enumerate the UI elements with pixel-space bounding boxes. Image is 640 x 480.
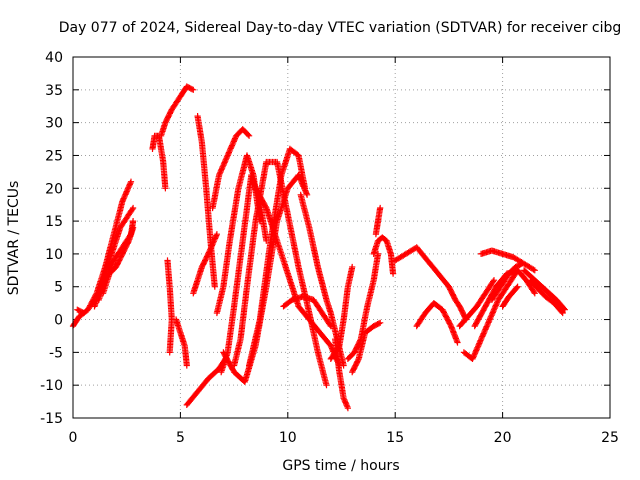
y-tick-label: 20 bbox=[45, 181, 63, 197]
series-arc-08 bbox=[173, 316, 190, 369]
data-marker-trace bbox=[74, 306, 87, 317]
series-arc-04 bbox=[100, 224, 137, 297]
series-arc-34 bbox=[499, 283, 521, 310]
data-marker-trace bbox=[246, 145, 309, 369]
data-marker-trace bbox=[280, 293, 334, 330]
chart-title: Day 077 of 2024, Sidereal Day-to-day VTE… bbox=[59, 20, 622, 36]
data-marker-trace bbox=[164, 257, 175, 356]
y-tick-label: 10 bbox=[45, 247, 63, 263]
y-tick-label: 25 bbox=[45, 148, 63, 164]
series-arc-05 bbox=[149, 132, 169, 192]
y-tick-label: -5 bbox=[49, 345, 63, 361]
data-marker-trace bbox=[499, 283, 521, 310]
x-tick-label: 20 bbox=[494, 430, 512, 446]
data-marker-trace bbox=[527, 277, 566, 317]
data-marker-trace bbox=[521, 267, 568, 313]
data-marker-trace bbox=[456, 277, 498, 330]
data-marker-trace bbox=[213, 152, 263, 317]
series-arc-20 bbox=[280, 293, 334, 330]
data-marker-trace bbox=[349, 319, 384, 376]
series-arc-28 bbox=[413, 300, 461, 346]
data-marker-trace bbox=[100, 224, 137, 297]
data-marker-trace bbox=[332, 336, 351, 412]
y-axis-label: SDTVAR / TECUs bbox=[6, 181, 22, 296]
data-marker-trace bbox=[372, 204, 384, 238]
series-arc-22 bbox=[332, 336, 351, 412]
series-arc-06 bbox=[158, 83, 197, 139]
series-arc-33 bbox=[488, 260, 525, 303]
y-tick-label: 5 bbox=[54, 280, 63, 296]
y-tick-label: 0 bbox=[54, 313, 63, 329]
data-marker-trace bbox=[252, 185, 343, 369]
y-tick-label: 15 bbox=[45, 214, 63, 230]
series-arc-37 bbox=[74, 306, 87, 317]
series-arc-12 bbox=[209, 126, 253, 212]
data-points bbox=[69, 83, 568, 412]
series-arc-30 bbox=[460, 270, 519, 362]
x-tick-label: 15 bbox=[386, 430, 404, 446]
series-arc-10 bbox=[190, 231, 220, 297]
data-marker-trace bbox=[209, 126, 253, 212]
series-arc-36 bbox=[527, 277, 566, 317]
axis-ticks: 0 5 10 15 20 25 -15 -10 -5 0 5 10 15 20 25 30 35 40 bbox=[40, 50, 619, 446]
y-tick-label: 35 bbox=[45, 83, 63, 99]
data-marker-trace bbox=[460, 270, 519, 362]
series-arc-15 bbox=[213, 152, 263, 317]
series-arc-27 bbox=[392, 244, 470, 323]
series-arc-17 bbox=[246, 145, 309, 369]
x-axis-label: GPS time / hours bbox=[282, 458, 399, 474]
series-arc-07 bbox=[164, 257, 175, 356]
series-arc-35 bbox=[521, 267, 568, 313]
plot-frame bbox=[72, 56, 611, 419]
y-tick-label: -10 bbox=[40, 378, 63, 394]
x-tick-label: 10 bbox=[279, 430, 297, 446]
series-arc-29 bbox=[456, 277, 498, 330]
data-marker-trace bbox=[190, 231, 220, 297]
x-tick-label: 0 bbox=[69, 430, 78, 446]
series-arc-32 bbox=[478, 247, 538, 274]
y-tick-label: 30 bbox=[45, 116, 63, 132]
y-tick-label: 40 bbox=[45, 50, 63, 66]
data-marker-trace bbox=[158, 83, 197, 139]
series-arc-24 bbox=[370, 234, 397, 277]
x-tick-label: 5 bbox=[176, 430, 185, 446]
x-tick-label: 25 bbox=[601, 430, 619, 446]
series-arc-25 bbox=[372, 204, 384, 238]
data-marker-trace bbox=[488, 260, 525, 303]
data-marker-trace bbox=[370, 234, 397, 277]
data-marker-trace bbox=[413, 300, 461, 346]
data-marker-trace bbox=[173, 316, 190, 369]
series-arc-18 bbox=[252, 185, 343, 369]
data-marker-trace bbox=[149, 132, 169, 192]
data-marker-trace bbox=[392, 244, 470, 323]
series-arc-26 bbox=[349, 319, 384, 376]
y-tick-label: -15 bbox=[40, 411, 63, 427]
data-marker-trace bbox=[478, 247, 538, 274]
